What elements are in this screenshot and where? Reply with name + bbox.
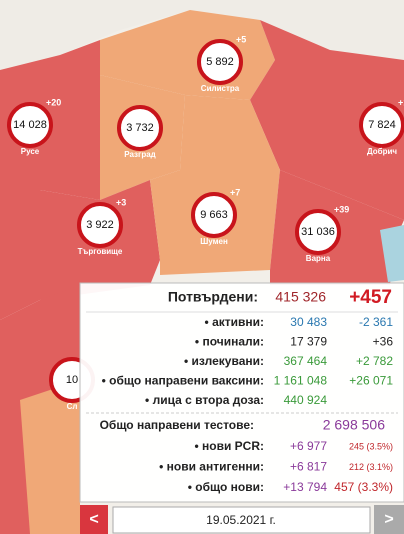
region-south [20, 380, 80, 534]
region-name: Варна [306, 254, 331, 263]
region-circle [117, 105, 163, 151]
region-name: Шумен [200, 237, 228, 246]
test-label: • общо нови: [188, 480, 264, 494]
region-circle [197, 39, 243, 85]
confirmed-value: 415 326 [275, 289, 326, 305]
region-value: 10 [66, 374, 78, 386]
region-name: Сл [67, 402, 78, 411]
region-delta: +20 [46, 97, 61, 107]
region-name: Силистра [201, 84, 240, 93]
region-value: 14 028 [13, 119, 47, 131]
region-name: Търговище [78, 247, 123, 256]
region-circle [359, 102, 404, 148]
region-name: Добрич [367, 147, 397, 156]
prev-icon[interactable]: < [89, 511, 98, 528]
region-value: 5 892 [206, 56, 234, 68]
region-bubbles: 5 892 Силистра +5 14 028 Русе +20 3 732 Разград… [7, 34, 404, 411]
row-delta: +36 [373, 335, 394, 349]
confirmed-label: Потвърдени: [168, 289, 258, 305]
region-delta: +3 [116, 197, 126, 207]
region-delta: +7 [230, 187, 240, 197]
row-label: • лица с втора доза: [145, 393, 264, 407]
sea [380, 225, 404, 282]
row-value: 1 161 048 [274, 374, 328, 388]
row-value: 367 464 [284, 354, 328, 368]
next-icon[interactable]: > [384, 511, 393, 528]
date: 19.05.2021 г. [206, 513, 276, 527]
prev-button[interactable] [80, 505, 108, 534]
row-label: • активни: [205, 315, 264, 329]
test-delta: +6 817 [290, 460, 327, 474]
date-box[interactable] [112, 506, 371, 534]
region-delta: +5 [236, 34, 246, 44]
region-name: Разград [124, 150, 156, 159]
row-label: • починали: [195, 335, 264, 349]
region-value: 9 663 [200, 209, 228, 221]
region-value: 7 824 [368, 119, 396, 131]
region-name: Русе [21, 147, 40, 156]
land-outside [0, 0, 404, 70]
test-positive: 457 (3.3%) [334, 480, 393, 494]
region-delta: +18 [398, 97, 404, 107]
row-delta: +2 782 [356, 354, 393, 368]
region-value: 31 036 [301, 226, 335, 238]
test-delta: +13 794 [283, 480, 327, 494]
stats-panel [79, 282, 404, 503]
region-value: 3 732 [126, 122, 154, 134]
test-delta: +6 977 [290, 439, 327, 453]
confirmed-delta: +457 [349, 287, 392, 308]
region-circle [7, 102, 53, 148]
row-value: 17 379 [290, 335, 327, 349]
region-circle [191, 192, 237, 238]
row-label: • общо направени ваксини: [102, 374, 264, 388]
row-delta: +26 071 [349, 374, 393, 388]
row-delta: -2 361 [359, 315, 393, 329]
test-positive: 245 (3.5%) [349, 441, 393, 451]
test-label: • нови антигенни: [159, 460, 264, 474]
row-label: • излекувани: [184, 354, 264, 368]
tests-value: 2 698 506 [323, 417, 385, 433]
region-shumen [150, 95, 280, 275]
region-circle [77, 202, 123, 248]
region-value: 3 922 [86, 219, 114, 231]
next-button[interactable] [374, 505, 404, 534]
row-value: 440 924 [284, 393, 328, 407]
test-positive: 212 (3.1%) [349, 462, 393, 472]
tests-label: Общо направени тестове: [100, 418, 254, 432]
region-delta: +39 [334, 204, 349, 214]
row-value: 30 483 [290, 315, 327, 329]
test-label: • нови PCR: [194, 439, 264, 453]
region-dobrich [250, 20, 404, 220]
panel-content: Потвърдени: 415 326 +457 • активни: 30 483 -2… [86, 287, 398, 494]
region-circle [295, 209, 341, 255]
